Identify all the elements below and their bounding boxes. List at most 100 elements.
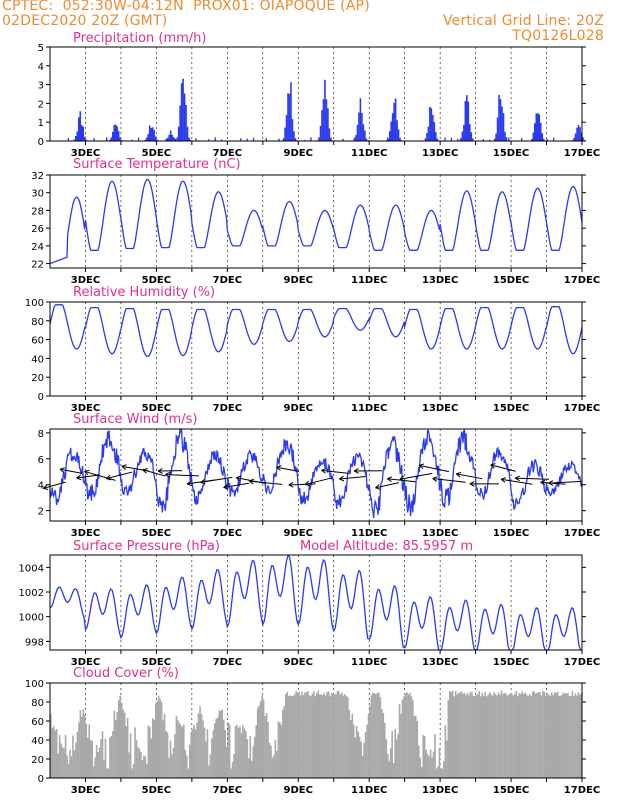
precip-bar (502, 113, 505, 141)
precip-bar (322, 99, 325, 141)
precip-bar (318, 137, 320, 141)
wind-arrow (223, 482, 249, 488)
wind-arrow-head (490, 463, 496, 466)
precip-bar (432, 114, 434, 141)
cloud-bar (369, 705, 371, 778)
wind-arrow-head (514, 477, 520, 482)
header-station: CPTEC: 052:30W-04:12N PROX01: OIAPOQUE (… (2, 0, 370, 14)
cloud-bar (250, 761, 253, 778)
cloud-bar (406, 692, 408, 778)
precip-bar (365, 138, 368, 141)
cloud-bar (305, 692, 308, 778)
cloud-bar (115, 719, 117, 778)
cloud-bar (157, 695, 160, 778)
cloud-bar (542, 690, 544, 778)
x-tick-label: 7DEC (213, 657, 242, 668)
precip-bar (174, 139, 177, 141)
precip-bar (76, 131, 79, 141)
cloud-bar (431, 757, 433, 778)
cloud-bar (388, 760, 391, 778)
x-tick-label: 9DEC (284, 275, 313, 286)
wind-arrow-head (455, 473, 461, 478)
y-tick-label: 80 (31, 698, 44, 709)
panel-3: Relative Humidity (%) 0 20 40 60 80 100 3DEC 5DE… (25, 285, 600, 414)
cloud-bar (92, 766, 95, 778)
precip-bar (117, 131, 120, 141)
cloud-bar (417, 745, 420, 778)
precip-bar (118, 139, 121, 141)
wind-arrow-head (456, 471, 462, 475)
precip-bar (284, 127, 286, 141)
precip-bar (137, 137, 140, 141)
wind-arrow (548, 480, 583, 484)
cloud-bar (474, 696, 476, 778)
cloud-bar (503, 693, 506, 778)
cloud-bar (261, 695, 263, 778)
cloud-bar (76, 732, 79, 778)
cloud-bar (143, 755, 145, 778)
cloud-bar (379, 697, 382, 778)
cloud-bar (214, 723, 216, 778)
x-tick-label: 5DEC (142, 785, 171, 796)
precip-bar (342, 138, 344, 141)
panel-title: Surface Pressure (hPa) (73, 539, 220, 554)
cloud-bar (437, 766, 439, 778)
cloud-bar (449, 690, 451, 778)
precip-bar (325, 99, 328, 141)
precip-bar (364, 130, 366, 141)
cloud-bar (341, 692, 343, 778)
cloud-bar (284, 694, 287, 778)
precip-bar (356, 124, 359, 141)
wind-arrow-head (76, 477, 82, 481)
wind-arrow-head (186, 480, 192, 485)
wind-arrow-head (304, 483, 311, 487)
x-tick-label: 15DEC (493, 403, 529, 414)
precip-bar (534, 123, 536, 141)
cloud-bar (521, 691, 524, 778)
precip-bar (573, 137, 575, 141)
panel-title: Precipitation (mm/h) (73, 31, 206, 46)
wind-arrow-head (59, 468, 65, 473)
precip-bar (113, 124, 116, 141)
cloud-bar (193, 724, 195, 778)
precip-bar (265, 138, 267, 141)
x-tick-label: 17DEC (564, 528, 600, 539)
precip-bar (67, 138, 70, 141)
cloud-bar (553, 692, 556, 778)
precip-bar (433, 122, 436, 141)
y-tick-label: 5 (38, 43, 44, 54)
humidity-line (49, 304, 583, 358)
cloud-bar (52, 726, 55, 778)
wind-arrow-head (540, 481, 546, 486)
cloud-bar (274, 740, 277, 778)
cloud-bar (141, 759, 144, 778)
precip-bar (496, 117, 499, 141)
cloud-bar (107, 768, 110, 778)
precip-bar (505, 137, 508, 141)
precip-bar (83, 136, 86, 141)
cloud-bar (180, 724, 182, 778)
y-tick-label: 2 (38, 507, 44, 518)
wind-arrow-head (76, 474, 81, 479)
precip-bar (501, 106, 503, 141)
cloud-bar (140, 752, 142, 778)
precip-bar (444, 137, 446, 141)
x-tick-label: 17DEC (564, 785, 600, 796)
wind-arrow-head (165, 471, 171, 476)
wind-arrow-head (515, 475, 520, 479)
x-tick-label: 5DEC (142, 657, 171, 668)
cloud-bar (228, 724, 231, 778)
precip-bar (189, 139, 192, 141)
cloud-bar (360, 741, 362, 778)
precip-bar (240, 138, 242, 141)
cloud-bar (329, 696, 331, 778)
precip-bar (450, 137, 453, 141)
cloud-bar (505, 693, 507, 778)
cloud-bar (497, 692, 500, 778)
cloud-bar (174, 734, 176, 778)
wind-arrow-head (339, 475, 344, 480)
precip-bar (355, 135, 357, 141)
x-tick-label: 15DEC (493, 275, 529, 286)
cloud-bar (548, 694, 550, 778)
x-tick-label: 17DEC (564, 148, 600, 159)
